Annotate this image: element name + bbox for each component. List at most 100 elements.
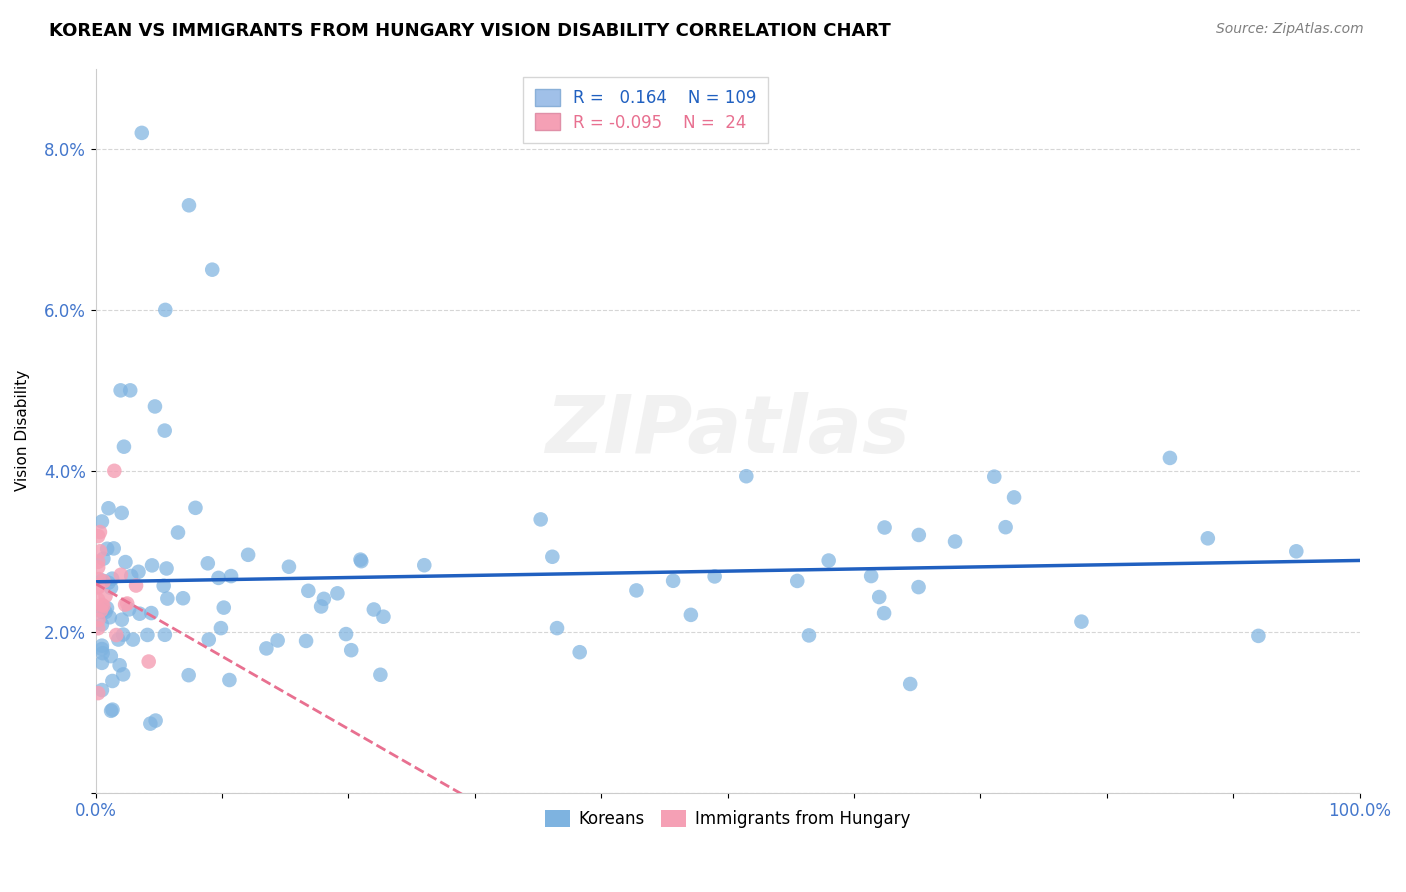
Point	[626, 583, 648, 598]
Point	[138, 655, 160, 669]
Point	[87, 579, 110, 593]
Point	[145, 714, 167, 728]
Point	[107, 632, 129, 647]
Point	[662, 574, 685, 588]
Point	[546, 621, 568, 635]
Point	[898, 677, 921, 691]
Point	[114, 598, 136, 612]
Point	[89, 524, 111, 539]
Point	[335, 627, 357, 641]
Point	[218, 673, 240, 687]
Point	[278, 559, 301, 574]
Point	[128, 565, 150, 579]
Point	[370, 667, 392, 681]
Point	[703, 569, 725, 583]
Point	[201, 262, 224, 277]
Point	[91, 598, 114, 612]
Point	[373, 609, 395, 624]
Point	[1002, 491, 1025, 505]
Point	[340, 643, 363, 657]
Point	[266, 633, 288, 648]
Point	[101, 572, 124, 586]
Point	[120, 384, 142, 398]
Point	[868, 590, 890, 604]
Point	[103, 464, 125, 478]
Point	[90, 617, 112, 632]
Point	[350, 554, 373, 568]
Point	[90, 639, 112, 653]
Point	[184, 500, 207, 515]
Point	[108, 658, 131, 673]
Point	[87, 686, 110, 700]
Point	[1070, 615, 1092, 629]
Point	[122, 632, 145, 647]
Point	[120, 569, 142, 583]
Point	[90, 656, 112, 670]
Point	[254, 641, 277, 656]
Point	[87, 592, 110, 607]
Point	[197, 632, 219, 647]
Point	[413, 558, 436, 573]
Point	[155, 561, 177, 575]
Point	[110, 384, 132, 398]
Point	[326, 586, 349, 600]
Point	[363, 602, 385, 616]
Point	[112, 627, 135, 641]
Point	[105, 628, 128, 642]
Point	[873, 606, 896, 620]
Point	[125, 578, 148, 592]
Point	[679, 607, 702, 622]
Point	[111, 613, 134, 627]
Point	[112, 667, 135, 681]
Point	[786, 574, 808, 588]
Point	[219, 569, 242, 583]
Point	[87, 581, 110, 595]
Point	[87, 613, 110, 627]
Point	[90, 642, 112, 657]
Point	[172, 591, 194, 606]
Point	[212, 600, 235, 615]
Point	[131, 126, 153, 140]
Point	[100, 649, 122, 664]
Point	[295, 634, 318, 648]
Point	[87, 621, 110, 635]
Point	[155, 302, 177, 317]
Point	[1159, 450, 1181, 465]
Point	[90, 515, 112, 529]
Point	[530, 512, 553, 526]
Point	[568, 645, 591, 659]
Point	[873, 520, 896, 534]
Point	[907, 528, 929, 542]
Point	[797, 628, 820, 642]
Point	[114, 555, 136, 569]
Point	[177, 198, 200, 212]
Point	[141, 558, 163, 573]
Point	[128, 607, 150, 621]
Point	[87, 560, 110, 574]
Point	[90, 683, 112, 698]
Point	[112, 440, 135, 454]
Point	[94, 605, 117, 619]
Point	[139, 716, 162, 731]
Point	[983, 469, 1005, 483]
Point	[177, 668, 200, 682]
Point	[87, 555, 110, 569]
Point	[541, 549, 564, 564]
Point	[167, 525, 190, 540]
Point	[97, 501, 120, 516]
Text: ZIPatlas: ZIPatlas	[546, 392, 910, 469]
Point	[312, 591, 335, 606]
Point	[96, 601, 118, 615]
Point	[735, 469, 758, 483]
Point	[96, 541, 118, 556]
Point	[93, 574, 115, 589]
Point	[907, 580, 929, 594]
Point	[143, 400, 166, 414]
Point	[100, 704, 122, 718]
Point	[1197, 532, 1219, 546]
Point	[207, 571, 229, 585]
Point	[97, 575, 120, 590]
Point	[943, 534, 966, 549]
Point	[994, 520, 1017, 534]
Point	[197, 557, 219, 571]
